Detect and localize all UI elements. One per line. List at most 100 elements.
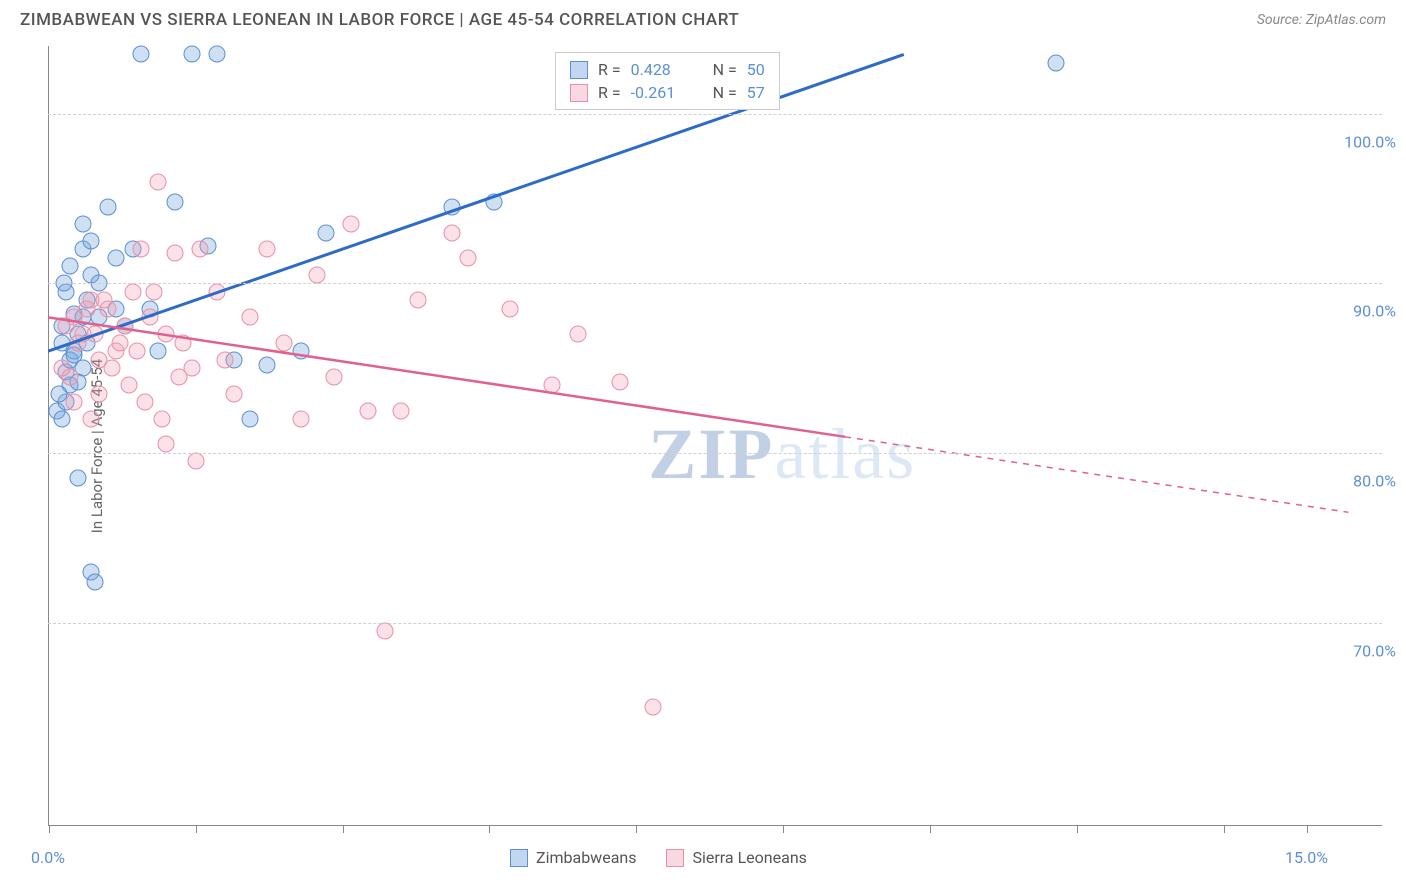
scatter-point	[208, 283, 225, 300]
scatter-point	[410, 292, 427, 309]
x-tick	[1077, 825, 1078, 833]
scatter-point	[502, 300, 519, 317]
scatter-point	[145, 283, 162, 300]
scatter-point	[95, 292, 112, 309]
scatter-point	[393, 402, 410, 419]
scatter-point	[443, 224, 460, 241]
scatter-point	[133, 46, 150, 63]
scatter-point	[87, 573, 104, 590]
legend-item: Sierra Leoneans	[666, 848, 806, 867]
scatter-point	[317, 224, 334, 241]
legend-correlation: R = 0.428 N = 50 R = -0.261 N = 57	[555, 52, 780, 110]
scatter-point	[192, 241, 209, 258]
scatter-point	[120, 377, 137, 394]
legend-r-label: R =	[598, 83, 621, 102]
scatter-point	[1047, 54, 1064, 71]
scatter-point	[569, 326, 586, 343]
x-tick	[49, 825, 50, 833]
scatter-point	[326, 368, 343, 385]
legend-n-value: 57	[747, 83, 765, 102]
scatter-point	[61, 258, 78, 275]
scatter-point	[259, 241, 276, 258]
gridline	[48, 114, 1382, 115]
scatter-point	[137, 394, 154, 411]
scatter-point	[154, 411, 171, 428]
scatter-point	[70, 470, 87, 487]
x-tick	[343, 825, 344, 833]
legend-swatch	[570, 84, 588, 102]
scatter-point	[443, 199, 460, 216]
x-tick-label: 15.0%	[1285, 848, 1328, 867]
legend-swatch	[666, 849, 684, 867]
scatter-point	[217, 351, 234, 368]
scatter-point	[187, 453, 204, 470]
chart-plot-area	[48, 46, 1382, 826]
legend-swatch	[570, 61, 588, 79]
scatter-point	[183, 46, 200, 63]
scatter-point	[225, 385, 242, 402]
scatter-point	[74, 216, 91, 233]
legend-r-value: 0.428	[631, 60, 691, 79]
gridline	[48, 453, 1382, 454]
scatter-point	[103, 360, 120, 377]
x-tick	[783, 825, 784, 833]
scatter-point	[133, 241, 150, 258]
scatter-point	[53, 411, 70, 428]
scatter-point	[242, 309, 259, 326]
scatter-point	[376, 623, 393, 640]
scatter-point	[70, 334, 87, 351]
scatter-point	[292, 411, 309, 428]
x-tick	[196, 825, 197, 833]
legend-r-value: -0.261	[631, 83, 691, 102]
scatter-point	[82, 233, 99, 250]
legend-n-label: N =	[713, 83, 737, 102]
y-tick-label: 90.0%	[1353, 302, 1396, 321]
scatter-point	[259, 356, 276, 373]
scatter-point	[150, 173, 167, 190]
legend-row: R = 0.428N = 50	[556, 58, 779, 81]
scatter-point	[108, 249, 125, 266]
scatter-point	[166, 244, 183, 261]
scatter-point	[171, 368, 188, 385]
x-tick	[489, 825, 490, 833]
scatter-point	[112, 334, 129, 351]
scatter-point	[544, 377, 561, 394]
scatter-point	[343, 216, 360, 233]
x-tick-label: 0.0%	[31, 848, 65, 867]
legend-row: R = -0.261 N = 57	[556, 81, 779, 104]
legend-n-label: N =	[713, 60, 737, 79]
x-tick	[636, 825, 637, 833]
scatter-point	[82, 411, 99, 428]
scatter-point	[158, 326, 175, 343]
scatter-point	[359, 402, 376, 419]
scatter-point	[611, 373, 628, 390]
scatter-point	[208, 46, 225, 63]
legend-label: Zimbabweans	[536, 848, 636, 867]
scatter-point	[91, 385, 108, 402]
scatter-point	[150, 343, 167, 360]
scatter-point	[78, 300, 95, 317]
y-tick-label: 80.0%	[1353, 471, 1396, 490]
gridline	[48, 623, 1382, 624]
scatter-point	[99, 199, 116, 216]
legend-label: Sierra Leoneans	[692, 848, 806, 867]
gridline	[48, 283, 1382, 284]
x-tick	[1224, 825, 1225, 833]
legend-n-value: 50	[747, 60, 765, 79]
legend-item: Zimbabweans	[510, 848, 636, 867]
legend-series: Zimbabweans Sierra Leoneans	[510, 848, 807, 867]
scatter-point	[175, 334, 192, 351]
y-tick-label: 70.0%	[1353, 641, 1396, 660]
scatter-point	[141, 309, 158, 326]
scatter-point	[460, 249, 477, 266]
scatter-point	[242, 411, 259, 428]
x-tick	[1307, 825, 1308, 833]
scatter-point	[485, 194, 502, 211]
scatter-point	[87, 326, 104, 343]
scatter-point	[292, 343, 309, 360]
x-tick	[930, 825, 931, 833]
chart-title: ZIMBABWEAN VS SIERRA LEONEAN IN LABOR FO…	[20, 10, 739, 30]
scatter-point	[158, 436, 175, 453]
chart-header: ZIMBABWEAN VS SIERRA LEONEAN IN LABOR FO…	[0, 0, 1406, 38]
scatter-point	[124, 283, 141, 300]
